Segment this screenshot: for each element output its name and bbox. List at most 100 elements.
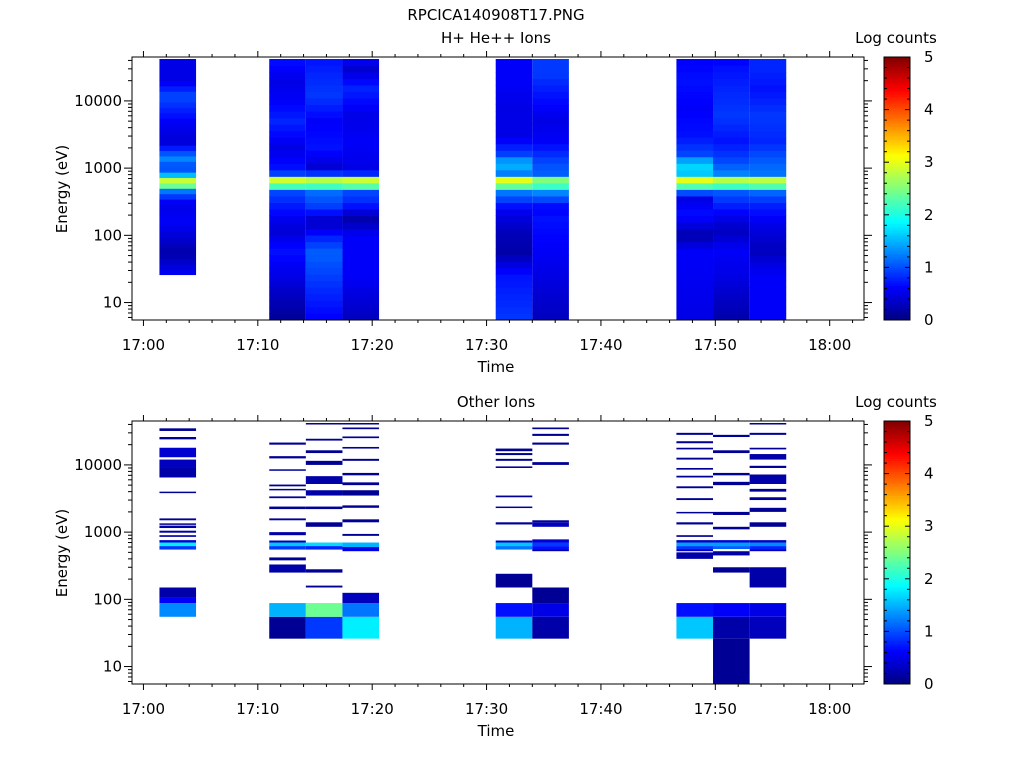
- heatmap-cell: [713, 267, 750, 275]
- y-tick-label: 10: [103, 658, 122, 676]
- heatmap-cell: [749, 549, 787, 552]
- colorbar-segment: [884, 453, 910, 457]
- colorbar-segment: [884, 653, 910, 657]
- colorbar-segment: [884, 230, 910, 233]
- heatmap-cell: [159, 587, 197, 598]
- heatmap-cell: [269, 293, 306, 301]
- colorbar-segment: [884, 129, 910, 133]
- x-tick-label: 18:00: [808, 700, 851, 718]
- heatmap-cell: [749, 616, 787, 639]
- colorbar-segment: [884, 497, 910, 501]
- heatmap-cell: [159, 183, 197, 189]
- colorbar-segment: [884, 583, 910, 586]
- heatmap-cell: [676, 441, 714, 444]
- colorbar-segment: [884, 140, 910, 143]
- colorbar-segment: [884, 309, 910, 312]
- heatmap-cell: [269, 518, 306, 521]
- colorbar-segment: [884, 263, 910, 266]
- colorbar-segment: [884, 254, 910, 257]
- heatmap-cell: [495, 453, 533, 456]
- heatmap-cell: [532, 274, 569, 282]
- heatmap-cell: [676, 542, 714, 547]
- heatmap-cell: [342, 248, 380, 256]
- heatmap-cell: [342, 215, 380, 223]
- colorbar-segment: [884, 103, 910, 106]
- heatmap-cell: [159, 107, 197, 114]
- heatmap-cell: [495, 85, 533, 93]
- heatmap-cell: [159, 447, 197, 458]
- heatmap-cell: [269, 143, 306, 151]
- x-tick-label: 17:00: [122, 336, 165, 354]
- heatmap-cell: [532, 169, 569, 177]
- heatmap-cell: [495, 222, 533, 230]
- heatmap-cell: [749, 111, 787, 119]
- heatmap-cell: [749, 540, 787, 543]
- heatmap-cell: [749, 163, 787, 171]
- heatmap-cell: [495, 91, 533, 99]
- colorbar-segment: [884, 247, 910, 251]
- colorbar-segment: [884, 602, 910, 606]
- heatmap-cell: [495, 137, 533, 145]
- heatmap-cell: [159, 123, 197, 130]
- heatmap-cell: [159, 80, 197, 87]
- heatmap-cells: [159, 59, 787, 321]
- heatmap-cell: [676, 228, 714, 236]
- heatmap-cell: [159, 226, 197, 232]
- colorbar-segment: [884, 515, 910, 518]
- heatmap-cell: [749, 274, 787, 282]
- heatmap-cell: [342, 505, 380, 508]
- heatmap-cell: [676, 274, 714, 282]
- heatmap-cell: [342, 143, 380, 151]
- heatmap-cell: [269, 564, 306, 573]
- heatmap-cell: [749, 59, 787, 66]
- colorbar-segment: [884, 232, 910, 236]
- heatmap-cell: [305, 209, 343, 216]
- colorbar-segment: [884, 425, 910, 429]
- heatmap-cell: [713, 472, 750, 476]
- colorbar-segment: [884, 61, 910, 65]
- colorbar-segment: [884, 131, 910, 135]
- heatmap-cell: [159, 459, 197, 468]
- heatmap-cell: [342, 436, 380, 439]
- heatmap-cell: [342, 59, 380, 66]
- heatmap-cell: [532, 280, 569, 288]
- colorbar-segment: [884, 635, 910, 639]
- colorbar-segment: [884, 666, 910, 670]
- colorbar-frame: [883, 56, 911, 321]
- heatmap-cell: [749, 423, 787, 425]
- heatmap-cell: [676, 522, 714, 525]
- heatmap-cell: [495, 573, 533, 588]
- colorbar-segment: [884, 580, 910, 584]
- heatmap-cell: [495, 306, 533, 314]
- heatmap-cell: [342, 202, 380, 210]
- colorbar-segment: [884, 210, 910, 214]
- heatmap-cell: [749, 293, 787, 301]
- heatmap-cell: [676, 261, 714, 269]
- colorbar-segment: [884, 276, 910, 279]
- heatmap-cell: [532, 222, 569, 230]
- heatmap-cell: [305, 150, 343, 158]
- heatmap-cell: [342, 111, 380, 119]
- colorbar-segment: [884, 464, 910, 468]
- heatmap-cell: [749, 432, 787, 435]
- colorbar-segment: [884, 517, 910, 521]
- heatmap-cell: [269, 150, 306, 158]
- heatmap-cell: [159, 199, 197, 205]
- heatmap-cell: [713, 616, 750, 639]
- colorbar-segment: [884, 188, 910, 192]
- colorbar-segment: [884, 173, 910, 176]
- heatmap-cell: [713, 551, 750, 556]
- heatmap-cell: [269, 267, 306, 275]
- colorbar-segment: [884, 473, 910, 477]
- y-tick-label: 100: [93, 590, 122, 608]
- heatmap-cell: [159, 96, 197, 103]
- colorbar-segment: [884, 526, 910, 529]
- colorbar-segment: [884, 282, 910, 286]
- heatmap-cell: [749, 254, 787, 262]
- heatmap-cell: [749, 169, 787, 177]
- heatmap-cell: [269, 280, 306, 288]
- heatmap-cell: [342, 592, 380, 604]
- heatmap-cell: [713, 546, 750, 550]
- colorbar-segment: [884, 467, 910, 470]
- colorbar-segment: [884, 513, 910, 516]
